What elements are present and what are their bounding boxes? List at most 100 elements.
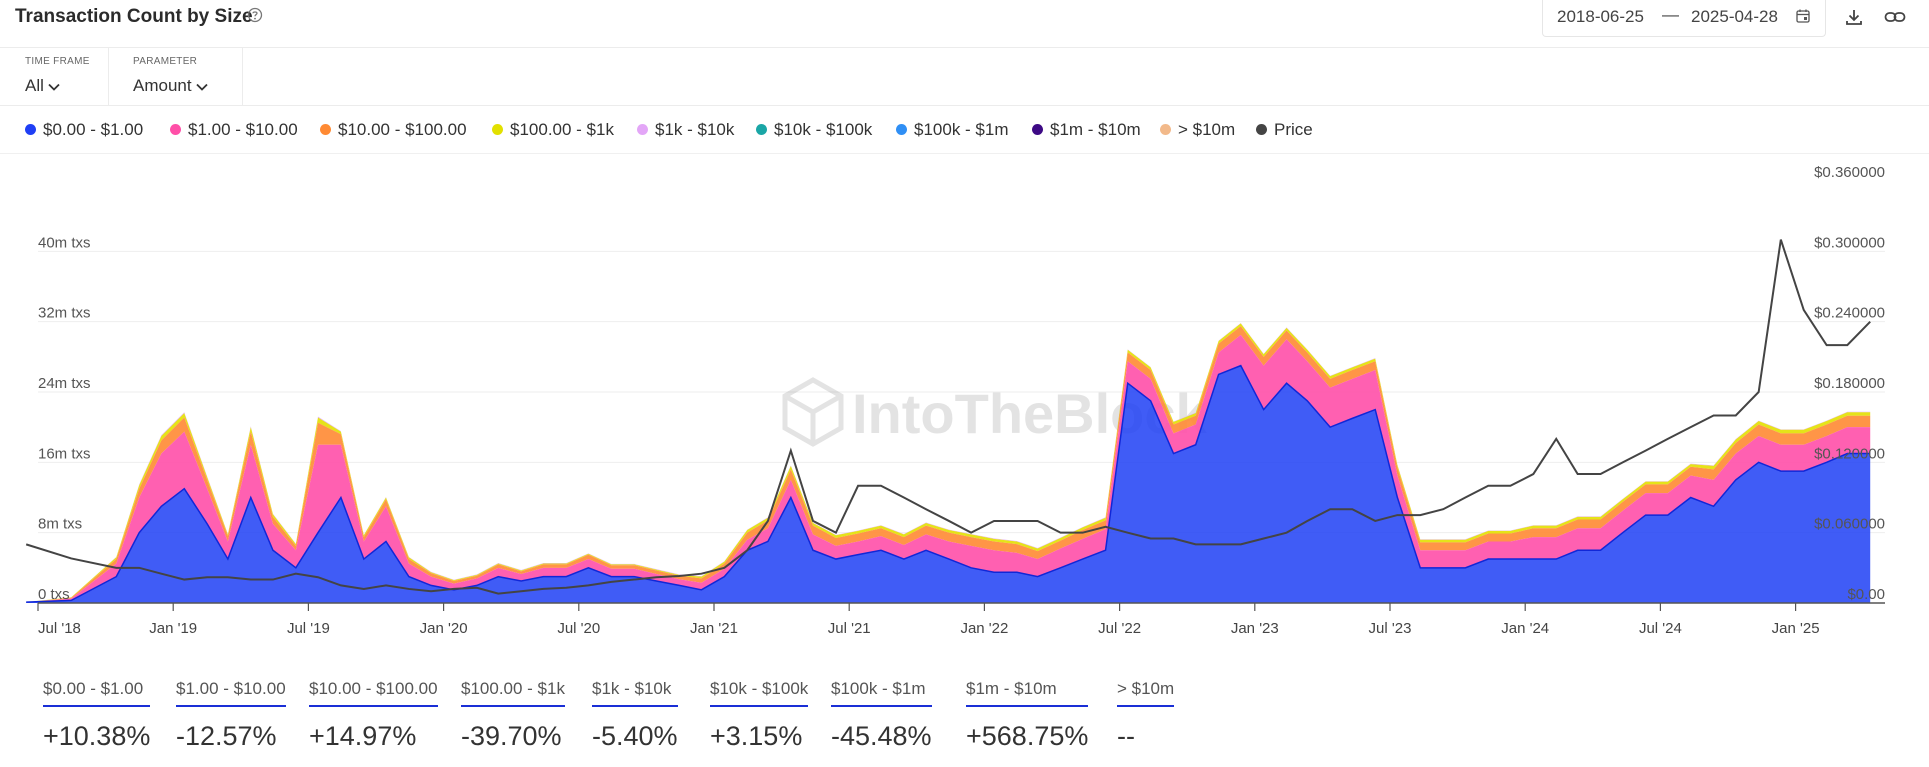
stat-value: -- [1117, 721, 1135, 751]
time-frame-label: TIME FRAME [25, 56, 90, 67]
area-series-outline [26, 364, 1871, 603]
time-frame-control[interactable]: TIME FRAME All [0, 47, 109, 105]
area-series-0[interactable] [26, 365, 1871, 603]
x-tick-label: Jul '22 [1098, 620, 1141, 637]
legend-dot [756, 124, 767, 135]
change-stats: $0.00 - $1.00 +10.38% $1.00 - $10.00 -12.5… [0, 670, 1929, 767]
legend-label: $100k - $1m [914, 120, 1009, 139]
stat-label: $100.00 - $1k [461, 679, 565, 707]
y-tick-label-right: $0.060000 [1814, 516, 1885, 533]
link-icon[interactable] [1884, 7, 1906, 27]
x-tick-label: Jan '21 [690, 620, 738, 637]
legend-item-1-10[interactable]: $1.00 - $10.00 [170, 120, 298, 140]
y-tick-label-left: 16m txs [38, 445, 91, 462]
x-tick-label: Jan '20 [420, 620, 468, 637]
chart-controls: TIME FRAME All PARAMETER Amount [0, 47, 1929, 106]
legend-item-1k-10k[interactable]: $1k - $10k [637, 120, 734, 140]
area-series-1[interactable] [26, 334, 1871, 603]
x-tick-label: Jan '19 [149, 620, 197, 637]
x-tick-label: Jan '23 [1231, 620, 1279, 637]
legend-dot [896, 124, 907, 135]
time-frame-value: All [25, 76, 44, 95]
x-tick-label: Jul '20 [557, 620, 600, 637]
legend-dot [492, 124, 503, 135]
stat-over-10m[interactable]: > $10m -- [1117, 679, 1175, 752]
stat-100k-1m[interactable]: $100k - $1m -45.48% [831, 679, 932, 752]
x-tick-label: Jul '23 [1369, 620, 1412, 637]
x-tick-label: Jul '24 [1639, 620, 1682, 637]
stat-value: +10.38% [43, 721, 151, 751]
parameter-value: Amount [133, 76, 192, 95]
y-tick-label-left: 40m txs [38, 234, 91, 251]
stat-label: > $10m [1117, 679, 1175, 707]
x-tick-label: Jan '22 [960, 620, 1008, 637]
y-tick-label-left: 32m txs [38, 305, 91, 322]
y-tick-label-left: 0 txs [38, 586, 70, 603]
download-icon[interactable] [1844, 7, 1864, 27]
legend-label: Price [1274, 120, 1313, 139]
legend-item-1m-10m[interactable]: $1m - $10m [1032, 120, 1141, 140]
legend-label: > $10m [1178, 120, 1236, 139]
legend-label: $1m - $10m [1050, 120, 1141, 139]
calendar-icon[interactable] [1795, 8, 1811, 24]
stat-label: $1.00 - $10.00 [176, 679, 286, 707]
stat-10k-100k[interactable]: $10k - $100k +3.15% [710, 679, 809, 752]
legend-item-10k-100k[interactable]: $10k - $100k [756, 120, 872, 140]
price-line-group[interactable] [25, 239, 1871, 595]
y-tick-label-right: $0.00 [1847, 586, 1885, 603]
price-line[interactable] [25, 239, 1871, 595]
time-frame-select[interactable]: All [25, 76, 60, 96]
parameter-label: PARAMETER [133, 56, 198, 67]
parameter-control[interactable]: PARAMETER Amount [108, 47, 243, 105]
chevron-down-icon [195, 83, 208, 91]
stat-value: +3.15% [710, 721, 803, 751]
chart-legend: $0.00 - $1.00 $1.00 - $10.00 $10.00 - $1… [0, 105, 1929, 154]
legend-dot [637, 124, 648, 135]
legend-item-price[interactable]: Price [1256, 120, 1313, 140]
stat-label: $1m - $10m [966, 679, 1089, 707]
x-tick-label: Jan '24 [1501, 620, 1549, 637]
legend-item-100-1k[interactable]: $100.00 - $1k [492, 120, 614, 140]
parameter-select[interactable]: Amount [133, 76, 208, 96]
legend-label: $10k - $100k [774, 120, 873, 139]
stat-value: -39.70% [461, 721, 562, 751]
date-start[interactable]: 2018-06-25 [1557, 7, 1644, 26]
x-tick-label: Jul '21 [828, 620, 871, 637]
watermark-logo-icon [782, 377, 844, 447]
stat-1-10[interactable]: $1.00 - $10.00 -12.57% [176, 679, 286, 752]
y-tick-label-left: 8m txs [38, 516, 82, 533]
date-range-picker[interactable]: 2018-06-25 — 2025-04-28 [1542, 0, 1826, 37]
y-tick-label-right: $0.300000 [1814, 234, 1885, 251]
x-tick-label: Jan '25 [1772, 620, 1820, 637]
chart-title: Transaction Count by Size [15, 6, 253, 27]
help-icon[interactable] [247, 7, 263, 23]
stat-value: -5.40% [592, 721, 678, 751]
stat-1m-10m[interactable]: $1m - $10m +568.75% [966, 679, 1089, 752]
legend-dot [25, 124, 36, 135]
chart-axes: 0 txs 8m txs 16m txs 24m txs 32m txs 40m txs $… [37, 164, 1885, 637]
legend-item-0-1[interactable]: $0.00 - $1.00 [25, 120, 143, 140]
stat-0-1[interactable]: $0.00 - $1.00 +10.38% [43, 679, 151, 752]
x-tick-label: Jul '19 [287, 620, 330, 637]
legend-item-10-100[interactable]: $10.00 - $100.00 [320, 120, 467, 140]
y-tick-label-left: 24m txs [38, 375, 91, 392]
y-tick-label-right: $0.360000 [1814, 164, 1885, 181]
stacked-areas[interactable] [26, 322, 1871, 603]
legend-item-over-10m[interactable]: > $10m [1160, 120, 1235, 140]
stat-label: $10.00 - $100.00 [309, 679, 438, 707]
stat-label: $1k - $10k [592, 679, 678, 707]
stat-100-1k[interactable]: $100.00 - $1k -39.70% [461, 679, 565, 752]
date-end[interactable]: 2025-04-28 [1691, 7, 1778, 26]
legend-dot [1256, 124, 1267, 135]
y-tick-label-right: $0.180000 [1814, 375, 1885, 392]
y-tick-label-right: $0.120000 [1814, 445, 1885, 462]
stat-10-100[interactable]: $10.00 - $100.00 +14.97% [309, 679, 438, 752]
stat-label: $10k - $100k [710, 679, 809, 707]
legend-item-100k-1m[interactable]: $100k - $1m [896, 120, 1009, 140]
legend-dot [320, 124, 331, 135]
legend-dot [170, 124, 181, 135]
legend-label: $1k - $10k [655, 120, 735, 139]
stat-1k-10k[interactable]: $1k - $10k -5.40% [592, 679, 678, 752]
stat-value: +568.75% [966, 721, 1089, 751]
